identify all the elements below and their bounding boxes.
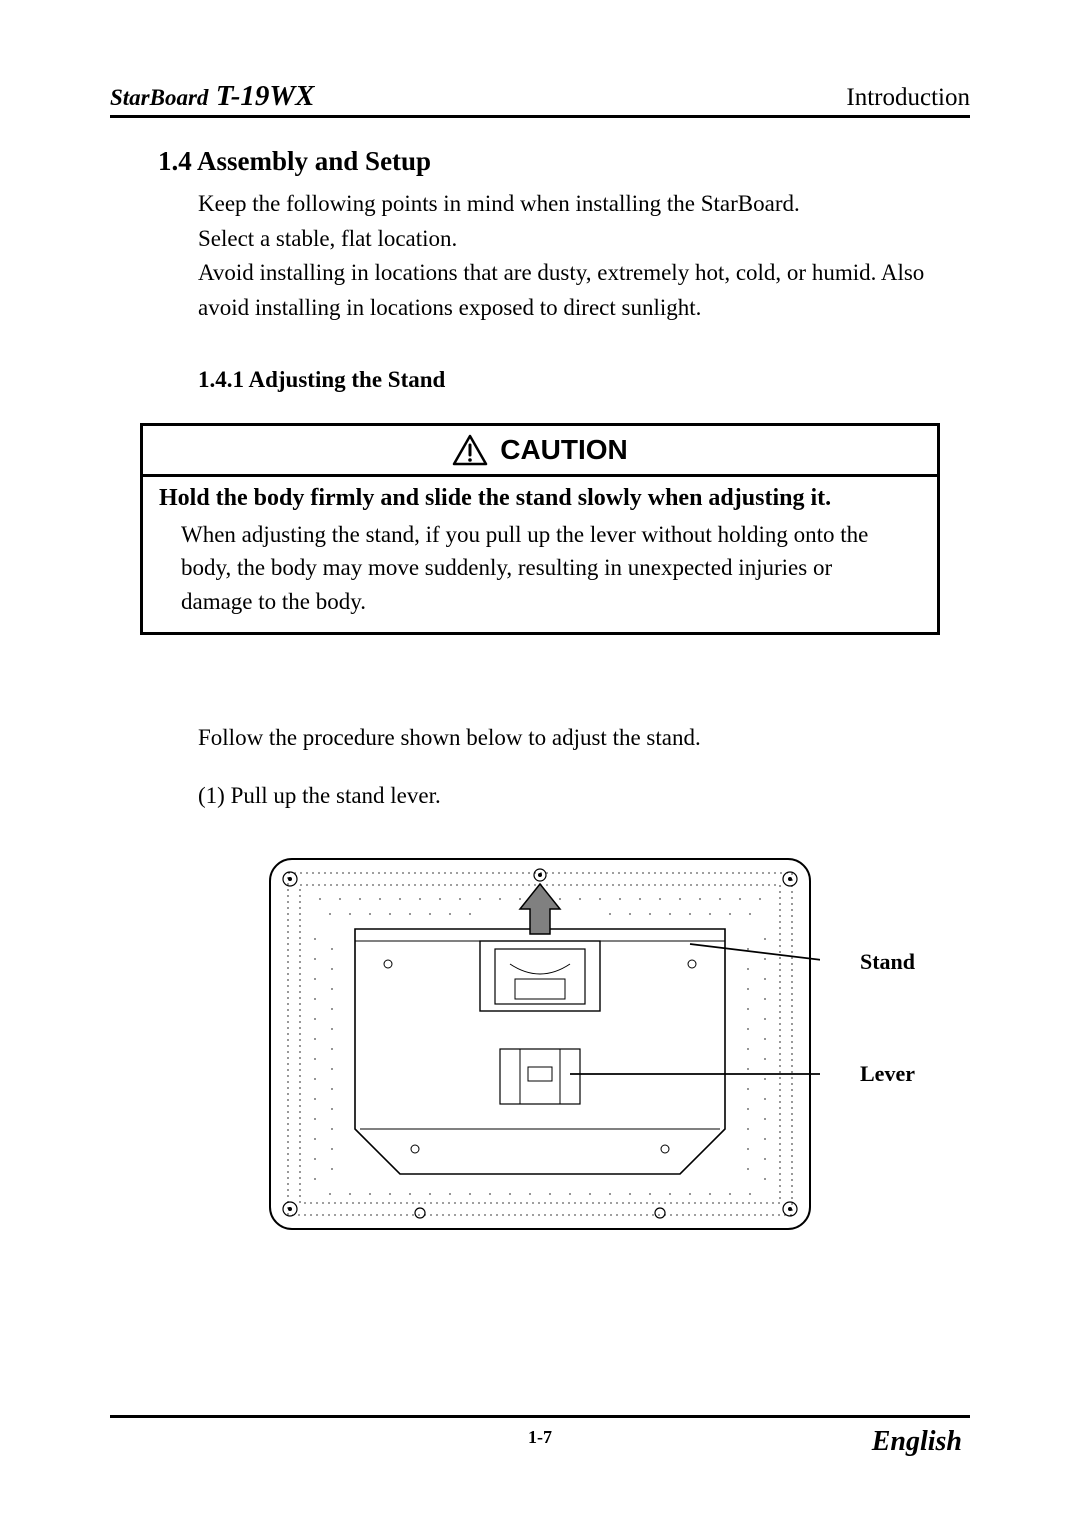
section-heading: 1.4 Assembly and Setup [158,146,970,177]
up-arrow-icon [520,884,560,934]
intro-line-2: Select a stable, flat location. [198,222,970,257]
procedure-intro: Follow the procedure shown below to adju… [198,725,970,751]
caution-body: When adjusting the stand, if you pull up… [143,516,937,632]
caution-title: CAUTION [500,434,628,466]
footer-rule [110,1415,970,1418]
device-illustration [260,849,820,1239]
subsection-heading: 1.4.1 Adjusting the Stand [198,367,970,393]
chapter-name: Introduction [846,84,970,112]
intro-line-1: Keep the following points in mind when i… [198,187,970,222]
caution-box: CAUTION Hold the body firmly and slide t… [140,423,940,635]
caution-subtitle: Hold the body firmly and slide the stand… [143,477,937,516]
warning-triangle-icon [452,434,488,466]
brand-name: StarBoard [110,85,208,110]
page-header: StarBoard T-19WX Introduction [110,80,970,118]
procedure-step-1: (1) Pull up the stand lever. [198,783,970,809]
product-name: StarBoard T-19WX [110,80,315,113]
callout-lever: Lever [860,1061,915,1087]
callout-stand: Stand [860,949,915,975]
stand-diagram: Stand Lever [260,849,1010,1239]
caution-header: CAUTION [143,426,937,477]
model-name: T-19WX [216,80,315,112]
intro-line-3: Avoid installing in locations that are d… [198,256,970,325]
language-label: English [872,1426,962,1458]
